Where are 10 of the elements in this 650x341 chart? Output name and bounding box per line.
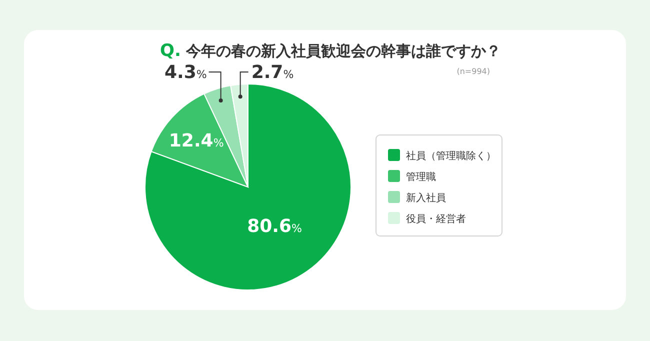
legend-label: 社員（管理職除く） bbox=[406, 150, 496, 162]
legend-label: 新入社員 bbox=[406, 192, 446, 204]
data-label: 4.3% bbox=[164, 62, 207, 83]
legend-label: 役員・経営者 bbox=[406, 213, 466, 225]
chart-title: Q. 今年の春の新入社員歓迎会の幹事は誰ですか？ bbox=[160, 41, 502, 61]
chart-subtitle: (n=994) bbox=[456, 67, 490, 76]
data-label: 12.4% bbox=[168, 130, 224, 152]
legend-label: 管理職 bbox=[406, 171, 436, 183]
data-label: 2.7% bbox=[251, 62, 294, 83]
data-label: 80.6% bbox=[247, 216, 302, 238]
